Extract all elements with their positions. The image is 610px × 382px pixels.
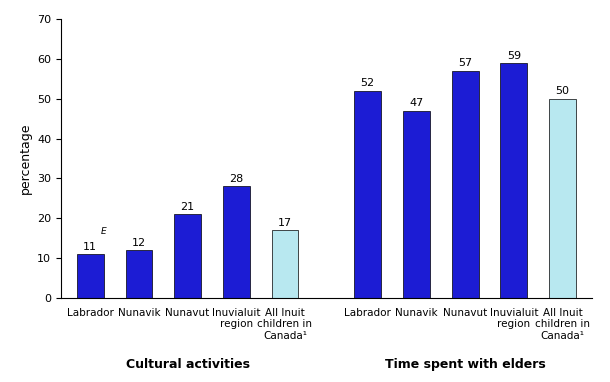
Text: Cultural activities: Cultural activities: [126, 358, 249, 371]
Text: 11: 11: [83, 242, 97, 252]
Y-axis label: percentage: percentage: [18, 123, 32, 194]
Text: 50: 50: [556, 86, 570, 96]
Bar: [126, 250, 152, 298]
Text: 17: 17: [278, 218, 292, 228]
Text: 12: 12: [132, 238, 146, 248]
Bar: [223, 186, 249, 298]
Bar: [174, 214, 201, 298]
Text: 59: 59: [507, 50, 521, 60]
Bar: [549, 99, 576, 298]
Bar: [77, 254, 104, 298]
Text: 21: 21: [181, 202, 195, 212]
Text: 52: 52: [361, 78, 375, 88]
Bar: [403, 111, 430, 298]
Bar: [500, 63, 527, 298]
Text: 47: 47: [409, 98, 423, 108]
Bar: [452, 71, 478, 298]
Text: E: E: [101, 227, 107, 236]
Text: 28: 28: [229, 174, 243, 184]
Text: 57: 57: [458, 58, 472, 68]
Text: Time spent with elders: Time spent with elders: [385, 358, 545, 371]
Bar: [354, 91, 381, 298]
Bar: [271, 230, 298, 298]
